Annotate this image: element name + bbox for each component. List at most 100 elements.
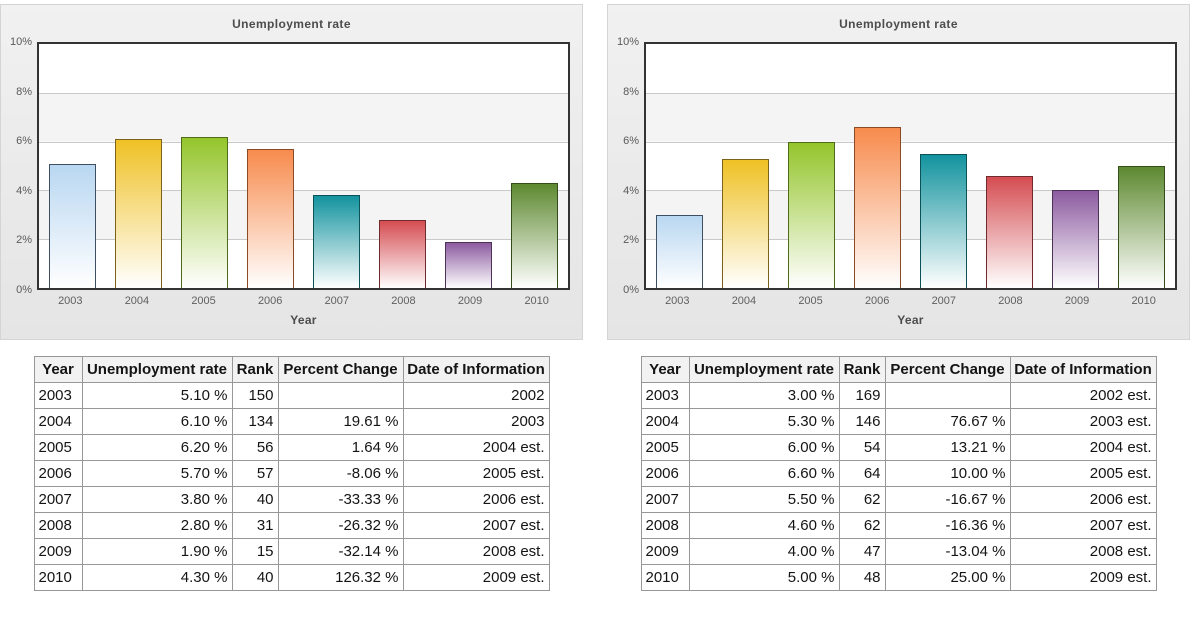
table-cell: 57 bbox=[231, 460, 279, 487]
table-cell: 126.32 % bbox=[277, 564, 404, 591]
x-tick-label: 2005 bbox=[191, 295, 216, 307]
table-cell: 2005 est. bbox=[402, 460, 550, 487]
table-cell: 2004 bbox=[33, 408, 83, 435]
x-tick-label: 2009 bbox=[1064, 295, 1090, 307]
bar-2006 bbox=[246, 148, 294, 288]
table-cell: 2006 bbox=[33, 460, 83, 487]
table-row: 2007 5.50 % 62 -16.67 % 2006 est. bbox=[640, 486, 1157, 513]
column-header: Rank bbox=[838, 356, 886, 383]
table-cell: 6.00 % bbox=[688, 434, 840, 461]
table-row: 2005 6.20 % 56 1.64 % 2004 est. bbox=[33, 434, 550, 461]
table-cell: 4.60 % bbox=[688, 512, 840, 539]
table-cell bbox=[884, 382, 1011, 409]
gridline bbox=[646, 141, 1175, 143]
y-tick-label: 8% bbox=[16, 85, 32, 98]
gridline bbox=[39, 141, 568, 143]
table-row: 2009 1.90 % 15 -32.14 % 2008 est. bbox=[33, 538, 550, 565]
table-cell: -8.06 % bbox=[277, 460, 404, 487]
table-cell: -16.67 % bbox=[884, 486, 1011, 513]
table-body: 2003 5.10 % 150 2002 2004 6.10 % 134 19.61 % 200… bbox=[33, 382, 550, 591]
table-row: 2010 4.30 % 40 126.32 % 2009 est. bbox=[33, 564, 550, 591]
bar-slot bbox=[370, 44, 436, 288]
table-cell: 2010 bbox=[33, 564, 83, 591]
x-axis-labels: 2003 2004 2005 2006 2007 2008 2009 2010 bbox=[37, 295, 570, 307]
table-cell: 2003 bbox=[640, 382, 690, 409]
bar-2009 bbox=[1052, 190, 1100, 288]
y-tick-label: 10% bbox=[9, 36, 32, 48]
table-cell: -32.14 % bbox=[277, 538, 404, 565]
table-cell: 2010 bbox=[640, 564, 690, 591]
unemployment-table-left: Year Unemployment rate Rank Percent Change D… bbox=[33, 356, 550, 591]
table-cell: 2005 bbox=[33, 434, 83, 461]
table-cell: 6.20 % bbox=[81, 434, 233, 461]
right-column: Unemployment rate 10% 8% 6% 4% 2% 0% 2003 2004… bbox=[607, 4, 1190, 591]
table-cell: 134 bbox=[231, 408, 279, 435]
gridline bbox=[39, 239, 568, 241]
bar-2005 bbox=[180, 136, 228, 288]
bar-slot bbox=[502, 44, 568, 288]
table-head: Year Unemployment rate Rank Percent Change D… bbox=[33, 356, 550, 383]
table-cell: 2004 bbox=[640, 408, 690, 435]
table-row: 2004 6.10 % 134 19.61 % 2003 bbox=[33, 408, 550, 435]
x-tick-label: 2005 bbox=[798, 295, 823, 307]
y-axis: 10% 8% 6% 4% 2% 0% bbox=[608, 36, 644, 296]
chart-row: 10% 8% 6% 4% 2% 0% bbox=[608, 36, 1189, 296]
x-tick-label: 2007 bbox=[324, 295, 350, 307]
column-header: Unemployment rate bbox=[688, 356, 840, 383]
table-cell: 146 bbox=[838, 408, 886, 435]
chart-title: Unemployment rate bbox=[839, 17, 958, 31]
table-cell: 2006 est. bbox=[1009, 486, 1157, 513]
table-cell: 5.10 % bbox=[81, 382, 233, 409]
table-cell: 6.60 % bbox=[688, 460, 840, 487]
y-axis: 10% 8% 6% 4% 2% 0% bbox=[1, 36, 37, 296]
header-row: Year Unemployment rate Rank Percent Change D… bbox=[640, 356, 1157, 383]
table-cell: 2006 est. bbox=[402, 486, 550, 513]
table-cell: 4.00 % bbox=[688, 538, 840, 565]
bar-series bbox=[39, 44, 568, 288]
x-axis-title: Year bbox=[897, 313, 924, 327]
table-cell: 2004 est. bbox=[402, 434, 550, 461]
table-cell: 3.00 % bbox=[688, 382, 840, 409]
table-row: 2010 5.00 % 48 25.00 % 2009 est. bbox=[640, 564, 1157, 591]
table-cell: 150 bbox=[231, 382, 279, 409]
table-row: 2006 6.60 % 64 10.00 % 2005 est. bbox=[640, 460, 1157, 487]
table-cell: 5.70 % bbox=[81, 460, 233, 487]
table-row: 2005 6.00 % 54 13.21 % 2004 est. bbox=[640, 434, 1157, 461]
table-cell: 2003 est. bbox=[1009, 408, 1157, 435]
table-cell: 2007 est. bbox=[402, 512, 550, 539]
x-tick-label: 2009 bbox=[457, 295, 483, 307]
table-cell: 40 bbox=[231, 564, 279, 591]
bar-slot bbox=[1109, 44, 1175, 288]
table-cell: 1.64 % bbox=[277, 434, 404, 461]
plot-area bbox=[37, 42, 570, 290]
table-cell: 54 bbox=[838, 434, 886, 461]
gridline bbox=[646, 190, 1175, 192]
table-cell: 2009 est. bbox=[402, 564, 550, 591]
table-cell: 2003 bbox=[402, 408, 550, 435]
table-cell: 19.61 % bbox=[277, 408, 404, 435]
table-cell: -26.32 % bbox=[277, 512, 404, 539]
gridline bbox=[646, 92, 1175, 94]
column-header: Percent Change bbox=[277, 356, 404, 383]
table-cell: 2007 bbox=[33, 486, 83, 513]
table-cell: 2002 est. bbox=[1009, 382, 1157, 409]
table-cell bbox=[277, 382, 404, 409]
chart-row: 10% 8% 6% 4% 2% 0% bbox=[1, 36, 582, 296]
gridline bbox=[39, 190, 568, 192]
bar-series bbox=[646, 44, 1175, 288]
column-header: Date of Information bbox=[1009, 356, 1157, 383]
table-body: 2003 3.00 % 169 2002 est. 2004 5.30 % 146 76.67… bbox=[640, 382, 1157, 591]
y-tick-label: 0% bbox=[623, 284, 639, 296]
column-header: Rank bbox=[231, 356, 279, 383]
column-header: Date of Information bbox=[402, 356, 550, 383]
table-cell: 2007 est. bbox=[1009, 512, 1157, 539]
table-cell: 2002 bbox=[402, 382, 550, 409]
chart-title: Unemployment rate bbox=[232, 17, 351, 31]
table-cell: 2008 est. bbox=[402, 538, 550, 565]
bar-slot bbox=[304, 44, 370, 288]
column-header: Year bbox=[33, 356, 83, 383]
bar-2007 bbox=[313, 195, 361, 288]
table-row: 2008 2.80 % 31 -26.32 % 2007 est. bbox=[33, 512, 550, 539]
table-cell: 6.10 % bbox=[81, 408, 233, 435]
x-tick-label: 2006 bbox=[257, 295, 283, 307]
